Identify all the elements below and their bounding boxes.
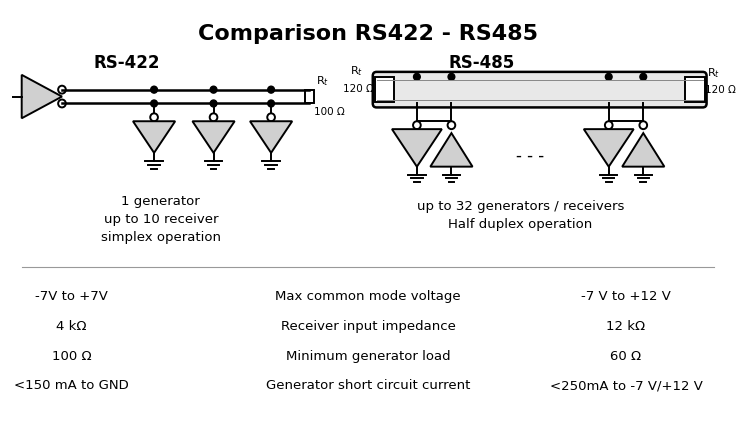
FancyBboxPatch shape <box>372 72 706 108</box>
Text: 100 Ω: 100 Ω <box>52 350 91 363</box>
Text: 12 kΩ: 12 kΩ <box>606 320 646 333</box>
Polygon shape <box>430 133 473 167</box>
Text: R$_t$: R$_t$ <box>316 74 329 88</box>
Text: <250mA to -7 V/+12 V: <250mA to -7 V/+12 V <box>550 379 703 392</box>
Circle shape <box>448 73 455 80</box>
Circle shape <box>151 100 157 107</box>
Text: <150 mA to GND: <150 mA to GND <box>14 379 129 392</box>
Circle shape <box>58 85 66 94</box>
Polygon shape <box>584 129 634 167</box>
Polygon shape <box>623 133 664 167</box>
Text: RS-422: RS-422 <box>94 54 160 72</box>
Text: Generator short circuit current: Generator short circuit current <box>266 379 470 392</box>
Text: 4 kΩ: 4 kΩ <box>56 320 87 333</box>
Polygon shape <box>250 121 292 153</box>
Text: 60 Ω: 60 Ω <box>611 350 642 363</box>
Circle shape <box>210 86 217 93</box>
Text: up to 32 generators / receivers
Half duplex operation: up to 32 generators / receivers Half dup… <box>417 200 624 231</box>
Circle shape <box>640 73 646 80</box>
Circle shape <box>447 121 456 129</box>
Circle shape <box>268 100 275 107</box>
Text: 1 generator
up to 10 receiver
simplex operation: 1 generator up to 10 receiver simplex op… <box>101 195 221 244</box>
Circle shape <box>210 113 217 121</box>
Text: 120 Ω: 120 Ω <box>343 84 374 94</box>
Bar <box>375 77 394 102</box>
Circle shape <box>150 113 158 121</box>
Circle shape <box>210 100 217 107</box>
Circle shape <box>605 73 612 80</box>
Circle shape <box>151 86 157 93</box>
Bar <box>686 77 705 102</box>
Circle shape <box>413 121 421 129</box>
Text: Minimum generator load: Minimum generator load <box>286 350 450 363</box>
Text: Comparison RS422 - RS485: Comparison RS422 - RS485 <box>198 24 538 45</box>
Polygon shape <box>392 129 441 167</box>
Circle shape <box>640 121 647 129</box>
Circle shape <box>58 99 66 108</box>
Text: R$_t$: R$_t$ <box>706 66 720 79</box>
Polygon shape <box>192 121 234 153</box>
Circle shape <box>413 73 420 80</box>
Circle shape <box>267 113 275 121</box>
Polygon shape <box>133 121 175 153</box>
Text: -7 V to +12 V: -7 V to +12 V <box>581 290 671 303</box>
Text: Max common mode voltage: Max common mode voltage <box>275 290 461 303</box>
Text: Receiver input impedance: Receiver input impedance <box>280 320 456 333</box>
Text: R$_t$: R$_t$ <box>349 64 363 78</box>
Circle shape <box>605 121 613 129</box>
Bar <box>305 90 315 103</box>
Text: -7V to +7V: -7V to +7V <box>35 290 108 303</box>
Text: 100 Ω: 100 Ω <box>315 108 345 118</box>
Polygon shape <box>22 75 62 118</box>
Text: RS-485: RS-485 <box>449 54 515 72</box>
Circle shape <box>268 86 275 93</box>
Text: 120 Ω: 120 Ω <box>705 85 735 95</box>
Text: - - -: - - - <box>516 147 544 165</box>
